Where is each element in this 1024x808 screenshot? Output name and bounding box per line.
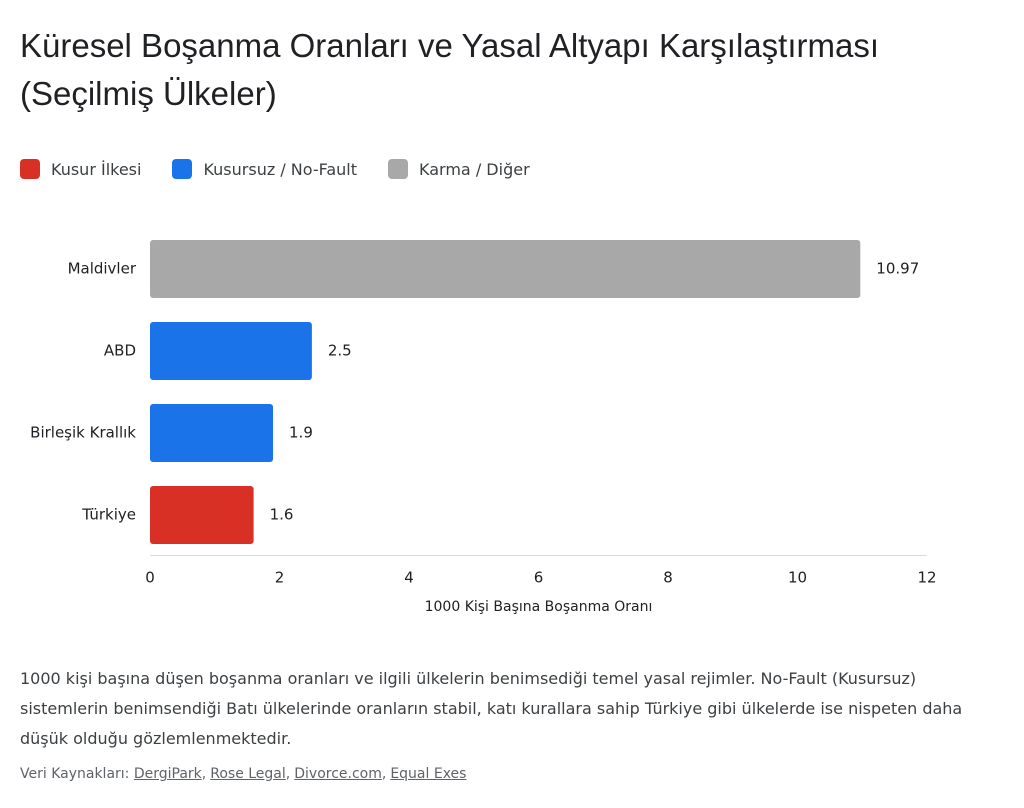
value-label: 2.5 bbox=[328, 342, 352, 360]
y-tick-label: Birleşik Krallık bbox=[30, 424, 136, 442]
bar bbox=[150, 322, 312, 380]
x-tick-label: 10 bbox=[788, 569, 807, 587]
x-tick-label: 2 bbox=[275, 569, 285, 587]
bar bbox=[150, 486, 254, 544]
source-link[interactable]: Divorce.com bbox=[294, 766, 390, 782]
value-label: 1.6 bbox=[270, 506, 294, 524]
sources: Veri Kaynakları: DergiParkRose LegalDivo… bbox=[20, 766, 466, 782]
source-link[interactable]: DergiPark bbox=[134, 766, 210, 782]
value-label: 10.97 bbox=[876, 260, 919, 278]
legend-label: Kusursuz / No-Fault bbox=[203, 159, 358, 179]
legend-label: Karma / Diğer bbox=[419, 159, 530, 179]
x-axis-title: 1000 Kişi Başına Boşanma Oranı bbox=[425, 599, 653, 615]
legend-item: Kusur İlkesi bbox=[20, 159, 141, 179]
legend-label: Kusur İlkesi bbox=[51, 159, 142, 179]
x-tick-label: 0 bbox=[145, 569, 155, 587]
x-tick-label: 12 bbox=[917, 569, 936, 587]
x-tick-label: 4 bbox=[404, 569, 414, 587]
y-tick-label: Maldivler bbox=[68, 260, 137, 278]
y-tick-label: ABD bbox=[104, 342, 136, 360]
legend-swatch bbox=[172, 159, 193, 179]
sources-label: Veri Kaynakları: bbox=[20, 766, 130, 782]
description: 1000 kişi başına düşen boşanma oranları … bbox=[20, 669, 963, 748]
chart-title: Küresel Boşanma Oranları ve Yasal Altyap… bbox=[20, 27, 879, 112]
legend-swatch bbox=[20, 159, 40, 179]
legend-item: Kusursuz / No-Fault bbox=[172, 159, 357, 179]
y-tick-label: Türkiye bbox=[81, 506, 136, 524]
bar bbox=[150, 240, 861, 298]
bar bbox=[150, 404, 274, 462]
source-link[interactable]: Equal Exes bbox=[390, 766, 467, 782]
source-link[interactable]: Rose Legal bbox=[210, 766, 294, 782]
legend: Kusur İlkesi Kusursuz / No-Fault Karma / D… bbox=[20, 159, 530, 179]
legend-item: Karma / Diğer bbox=[388, 159, 530, 179]
value-label: 1.9 bbox=[289, 424, 313, 442]
source-links: DergiParkRose LegalDivorce.comEqual Exes bbox=[134, 766, 467, 782]
x-tick-label: 6 bbox=[534, 569, 544, 587]
legend-swatch bbox=[388, 159, 409, 179]
x-tick-label: 8 bbox=[663, 569, 673, 587]
